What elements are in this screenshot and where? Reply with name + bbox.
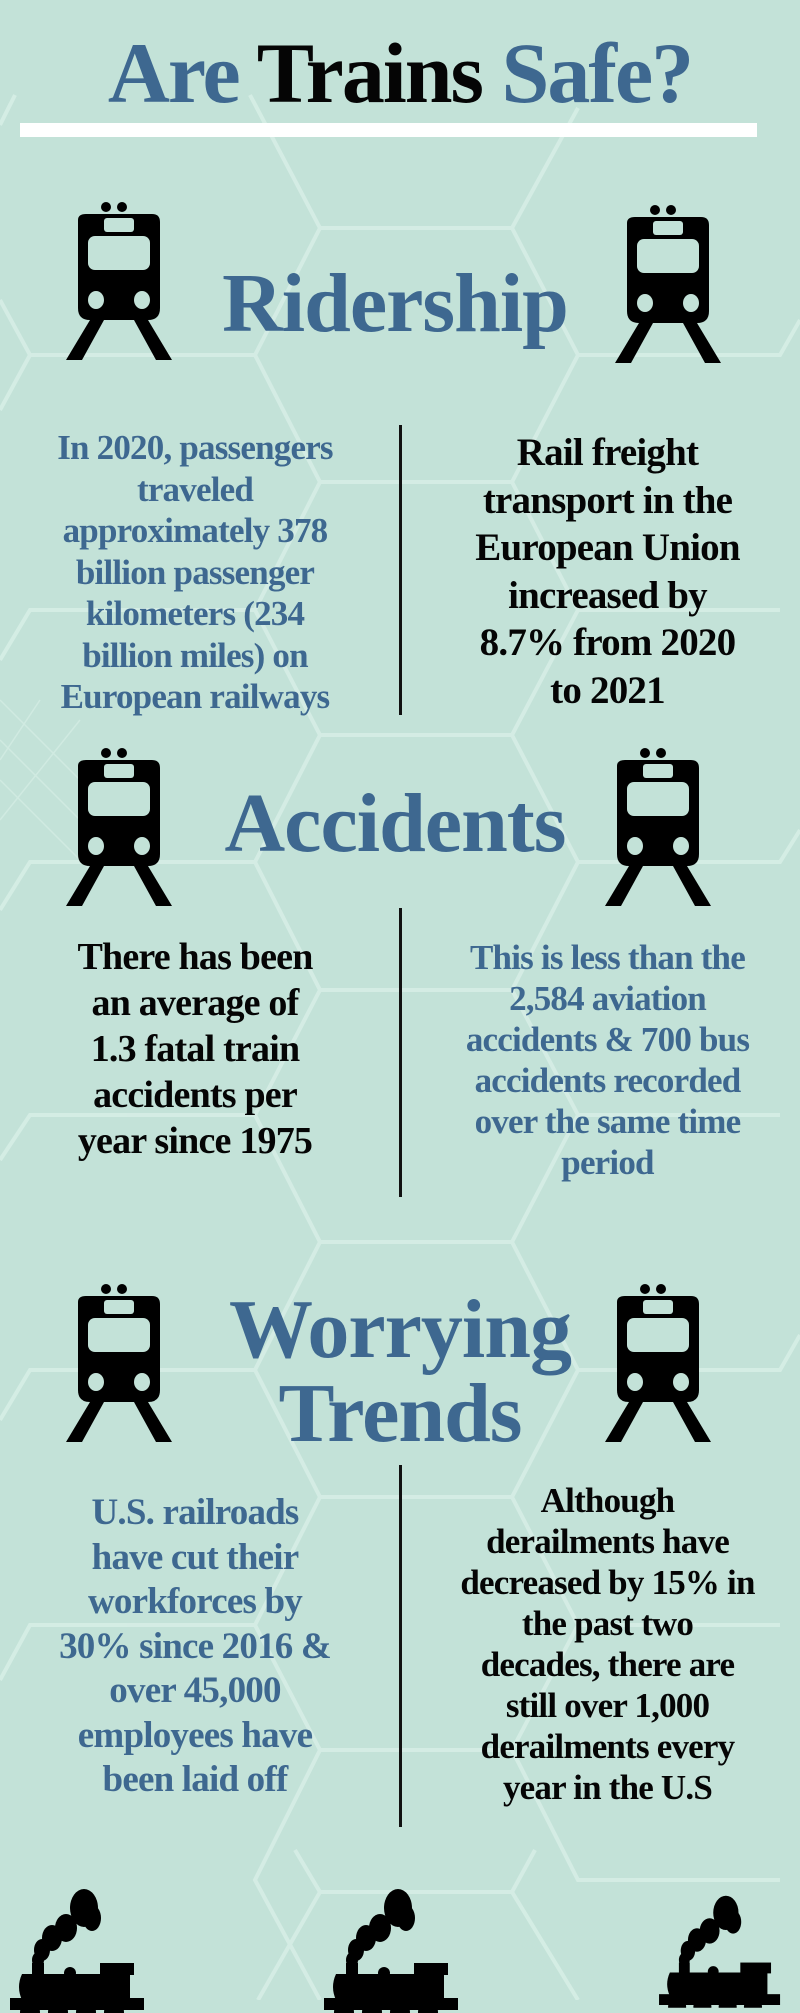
section-heading-accidents: Accidents: [180, 782, 610, 866]
text-line: 1.3 fatal train: [90, 1028, 300, 1070]
text-line: decades, there are: [480, 1645, 735, 1684]
text-line: kilometers (234: [85, 594, 305, 633]
train-front-icon: [66, 200, 172, 360]
text-line: been laid off: [102, 1759, 289, 1800]
title-part-are: Are: [107, 25, 241, 121]
text-line: decreased by 15% in: [460, 1563, 755, 1602]
section-heading-worrying-trends: Worrying Trends: [180, 1288, 620, 1456]
text-line: Rail freight: [516, 431, 699, 474]
title-underline: [20, 123, 757, 137]
text-line: to 2021: [550, 668, 665, 712]
train-front-icon: [605, 1282, 711, 1442]
text-line: U.S. railroads: [91, 1492, 299, 1533]
accidents-train-fact: There has been an average of 1.3 fatal t…: [10, 934, 380, 1164]
text-line: derailments have: [486, 1522, 730, 1561]
text-line: have cut their: [91, 1536, 299, 1578]
heading-text: Ridership: [222, 257, 569, 350]
heading-text: Accidents: [224, 777, 567, 870]
workforce-cut-fact: U.S. railroads have cut their workforces…: [10, 1491, 380, 1803]
text-line: an average of: [91, 982, 300, 1024]
steam-locomotive-icon: [0, 1883, 155, 2013]
text-line: accidents recorded: [474, 1061, 742, 1100]
text-line: transport in the: [482, 478, 733, 522]
text-line: In 2020, passengers: [57, 428, 333, 467]
text-line: employees have: [77, 1714, 313, 1756]
column-divider: [399, 908, 402, 1197]
text-line: over 45,000: [109, 1670, 281, 1711]
title-part-safe: Safe?: [501, 25, 695, 121]
text-line: This is less than the: [470, 938, 746, 977]
ridership-freight-fact: Rail freight transport in the European U…: [415, 429, 800, 714]
text-line: still over 1,000: [505, 1686, 710, 1725]
text-line: 2,584 aviation: [509, 979, 707, 1018]
text-line: derailments every: [480, 1727, 735, 1766]
text-line: European railways: [60, 677, 331, 716]
text-line: accidents & 700 bus: [465, 1020, 750, 1059]
text-line: over the same time: [474, 1102, 742, 1141]
ridership-passenger-fact: In 2020, passengers traveled approximate…: [10, 427, 380, 718]
text-line: year in the U.S: [502, 1768, 713, 1807]
text-line: 30% since 2016 &: [59, 1625, 332, 1667]
text-line: approximately 378: [62, 511, 329, 550]
text-line: billion passenger: [75, 552, 315, 592]
section-heading-ridership: Ridership: [180, 262, 610, 346]
text-line: There has been: [77, 936, 313, 978]
text-line: the past two: [521, 1604, 694, 1643]
column-divider: [399, 1465, 402, 1827]
heading-text: Worrying: [229, 1283, 572, 1376]
text-line: traveled: [136, 469, 254, 509]
text-line: period: [561, 1143, 654, 1182]
text-line: European Union: [475, 526, 740, 569]
train-front-icon: [66, 746, 172, 906]
train-front-icon: [605, 746, 711, 906]
accidents-comparison-fact: This is less than the 2,584 aviation acc…: [415, 937, 800, 1183]
text-line: Although: [540, 1481, 675, 1520]
derailments-fact: Although derailments have decreased by 1…: [415, 1480, 800, 1808]
text-line: accidents per: [93, 1074, 298, 1116]
train-front-icon: [615, 203, 721, 363]
page-title: Are Trains Safe?: [0, 28, 800, 118]
steam-locomotive-icon: [314, 1883, 469, 2013]
text-line: increased by: [508, 573, 708, 617]
train-front-icon: [66, 1282, 172, 1442]
steam-locomotive-icon: [650, 1890, 790, 2008]
text-line: year since 1975: [77, 1120, 313, 1162]
column-divider: [399, 425, 402, 715]
text-line: workforces by: [88, 1581, 303, 1622]
text-line: billion miles) on: [82, 635, 308, 675]
heading-text: Trends: [278, 1367, 523, 1460]
text-line: 8.7% from 2020: [479, 621, 736, 664]
title-part-trains: Trains: [256, 25, 484, 121]
